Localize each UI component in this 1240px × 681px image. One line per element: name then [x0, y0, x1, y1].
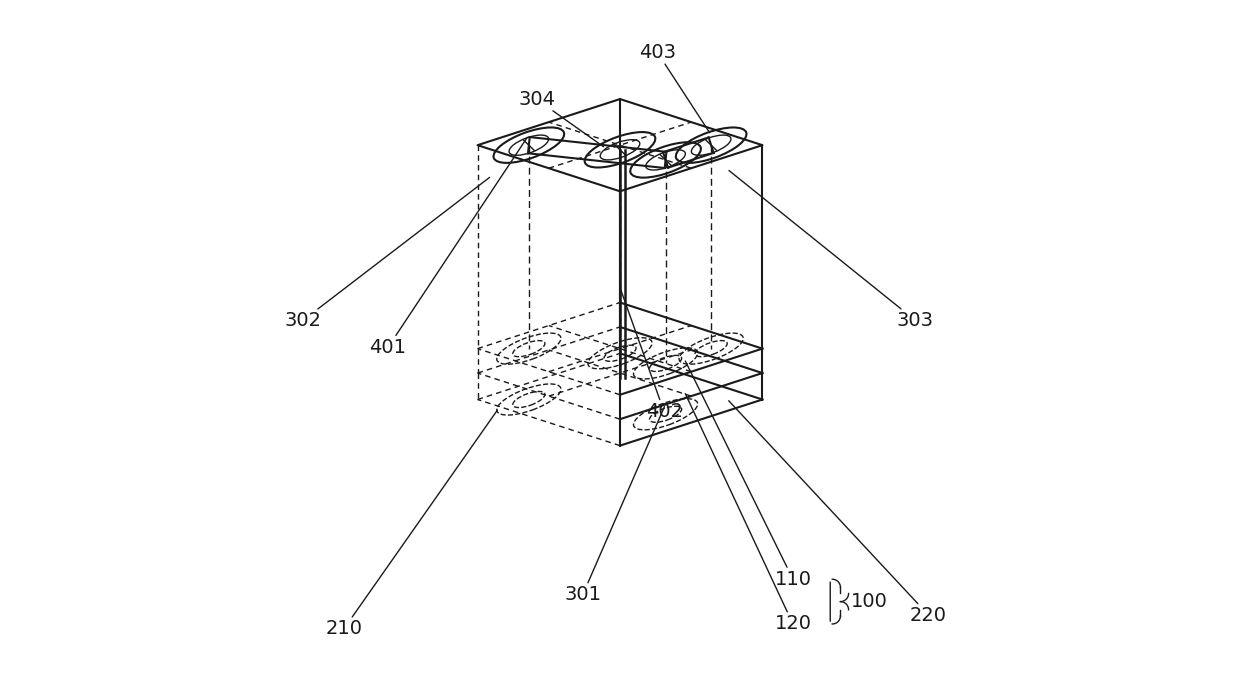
Text: 302: 302 [285, 177, 490, 330]
Text: 304: 304 [518, 90, 604, 146]
Text: 301: 301 [564, 407, 665, 604]
Text: 100: 100 [851, 592, 888, 611]
Text: 120: 120 [686, 394, 811, 633]
Text: 110: 110 [686, 361, 811, 589]
Text: 401: 401 [370, 138, 527, 357]
Text: 220: 220 [729, 400, 947, 624]
Text: 403: 403 [639, 43, 709, 133]
Text: 402: 402 [621, 290, 682, 422]
Text: 303: 303 [729, 170, 934, 330]
Text: 210: 210 [325, 410, 497, 638]
